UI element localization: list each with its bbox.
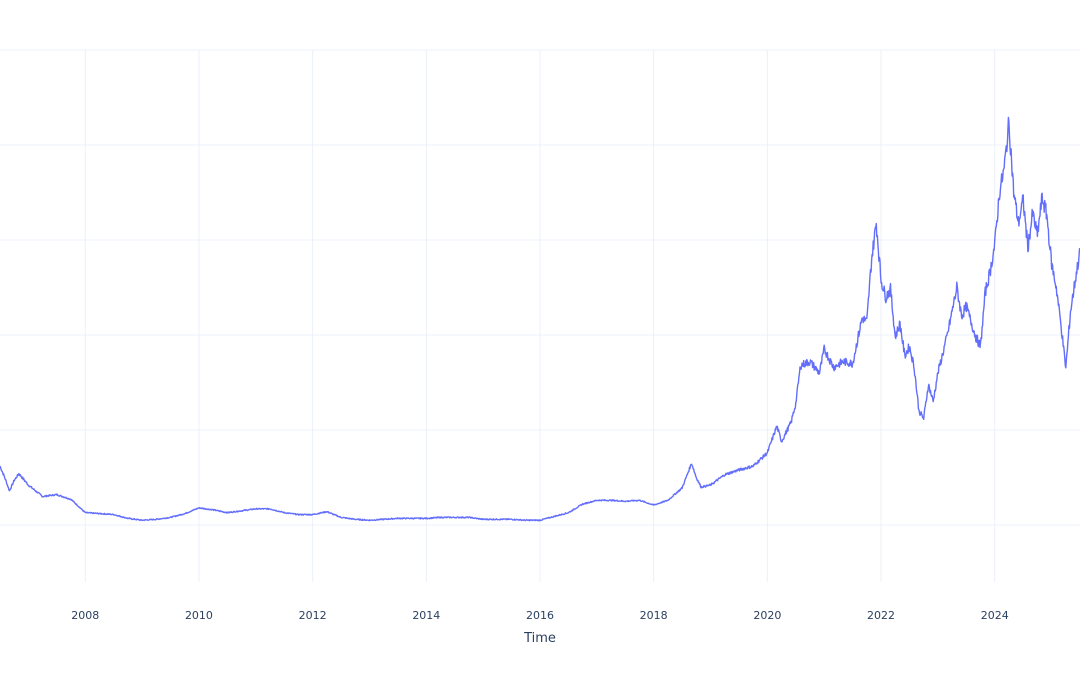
x-tick-label: 2010 (185, 609, 213, 622)
x-axis-title: Time (523, 631, 556, 646)
plot-area (0, 116, 1080, 522)
x-axis-ticks: 2008 2010 2012 2014 2016 2018 2020 2022 2024 (71, 609, 1008, 622)
gridlines (0, 49, 1080, 582)
x-tick-label: 2018 (640, 609, 668, 622)
x-tick-label: 2020 (753, 609, 781, 622)
x-tick-label: 2012 (299, 609, 327, 622)
x-tick-label: 2008 (71, 609, 99, 622)
x-tick-label: 2022 (867, 609, 895, 622)
x-tick-label: 2024 (981, 609, 1009, 622)
series-line (0, 116, 1080, 522)
x-tick-label: 2014 (412, 609, 440, 622)
x-tick-label: 2016 (526, 609, 554, 622)
